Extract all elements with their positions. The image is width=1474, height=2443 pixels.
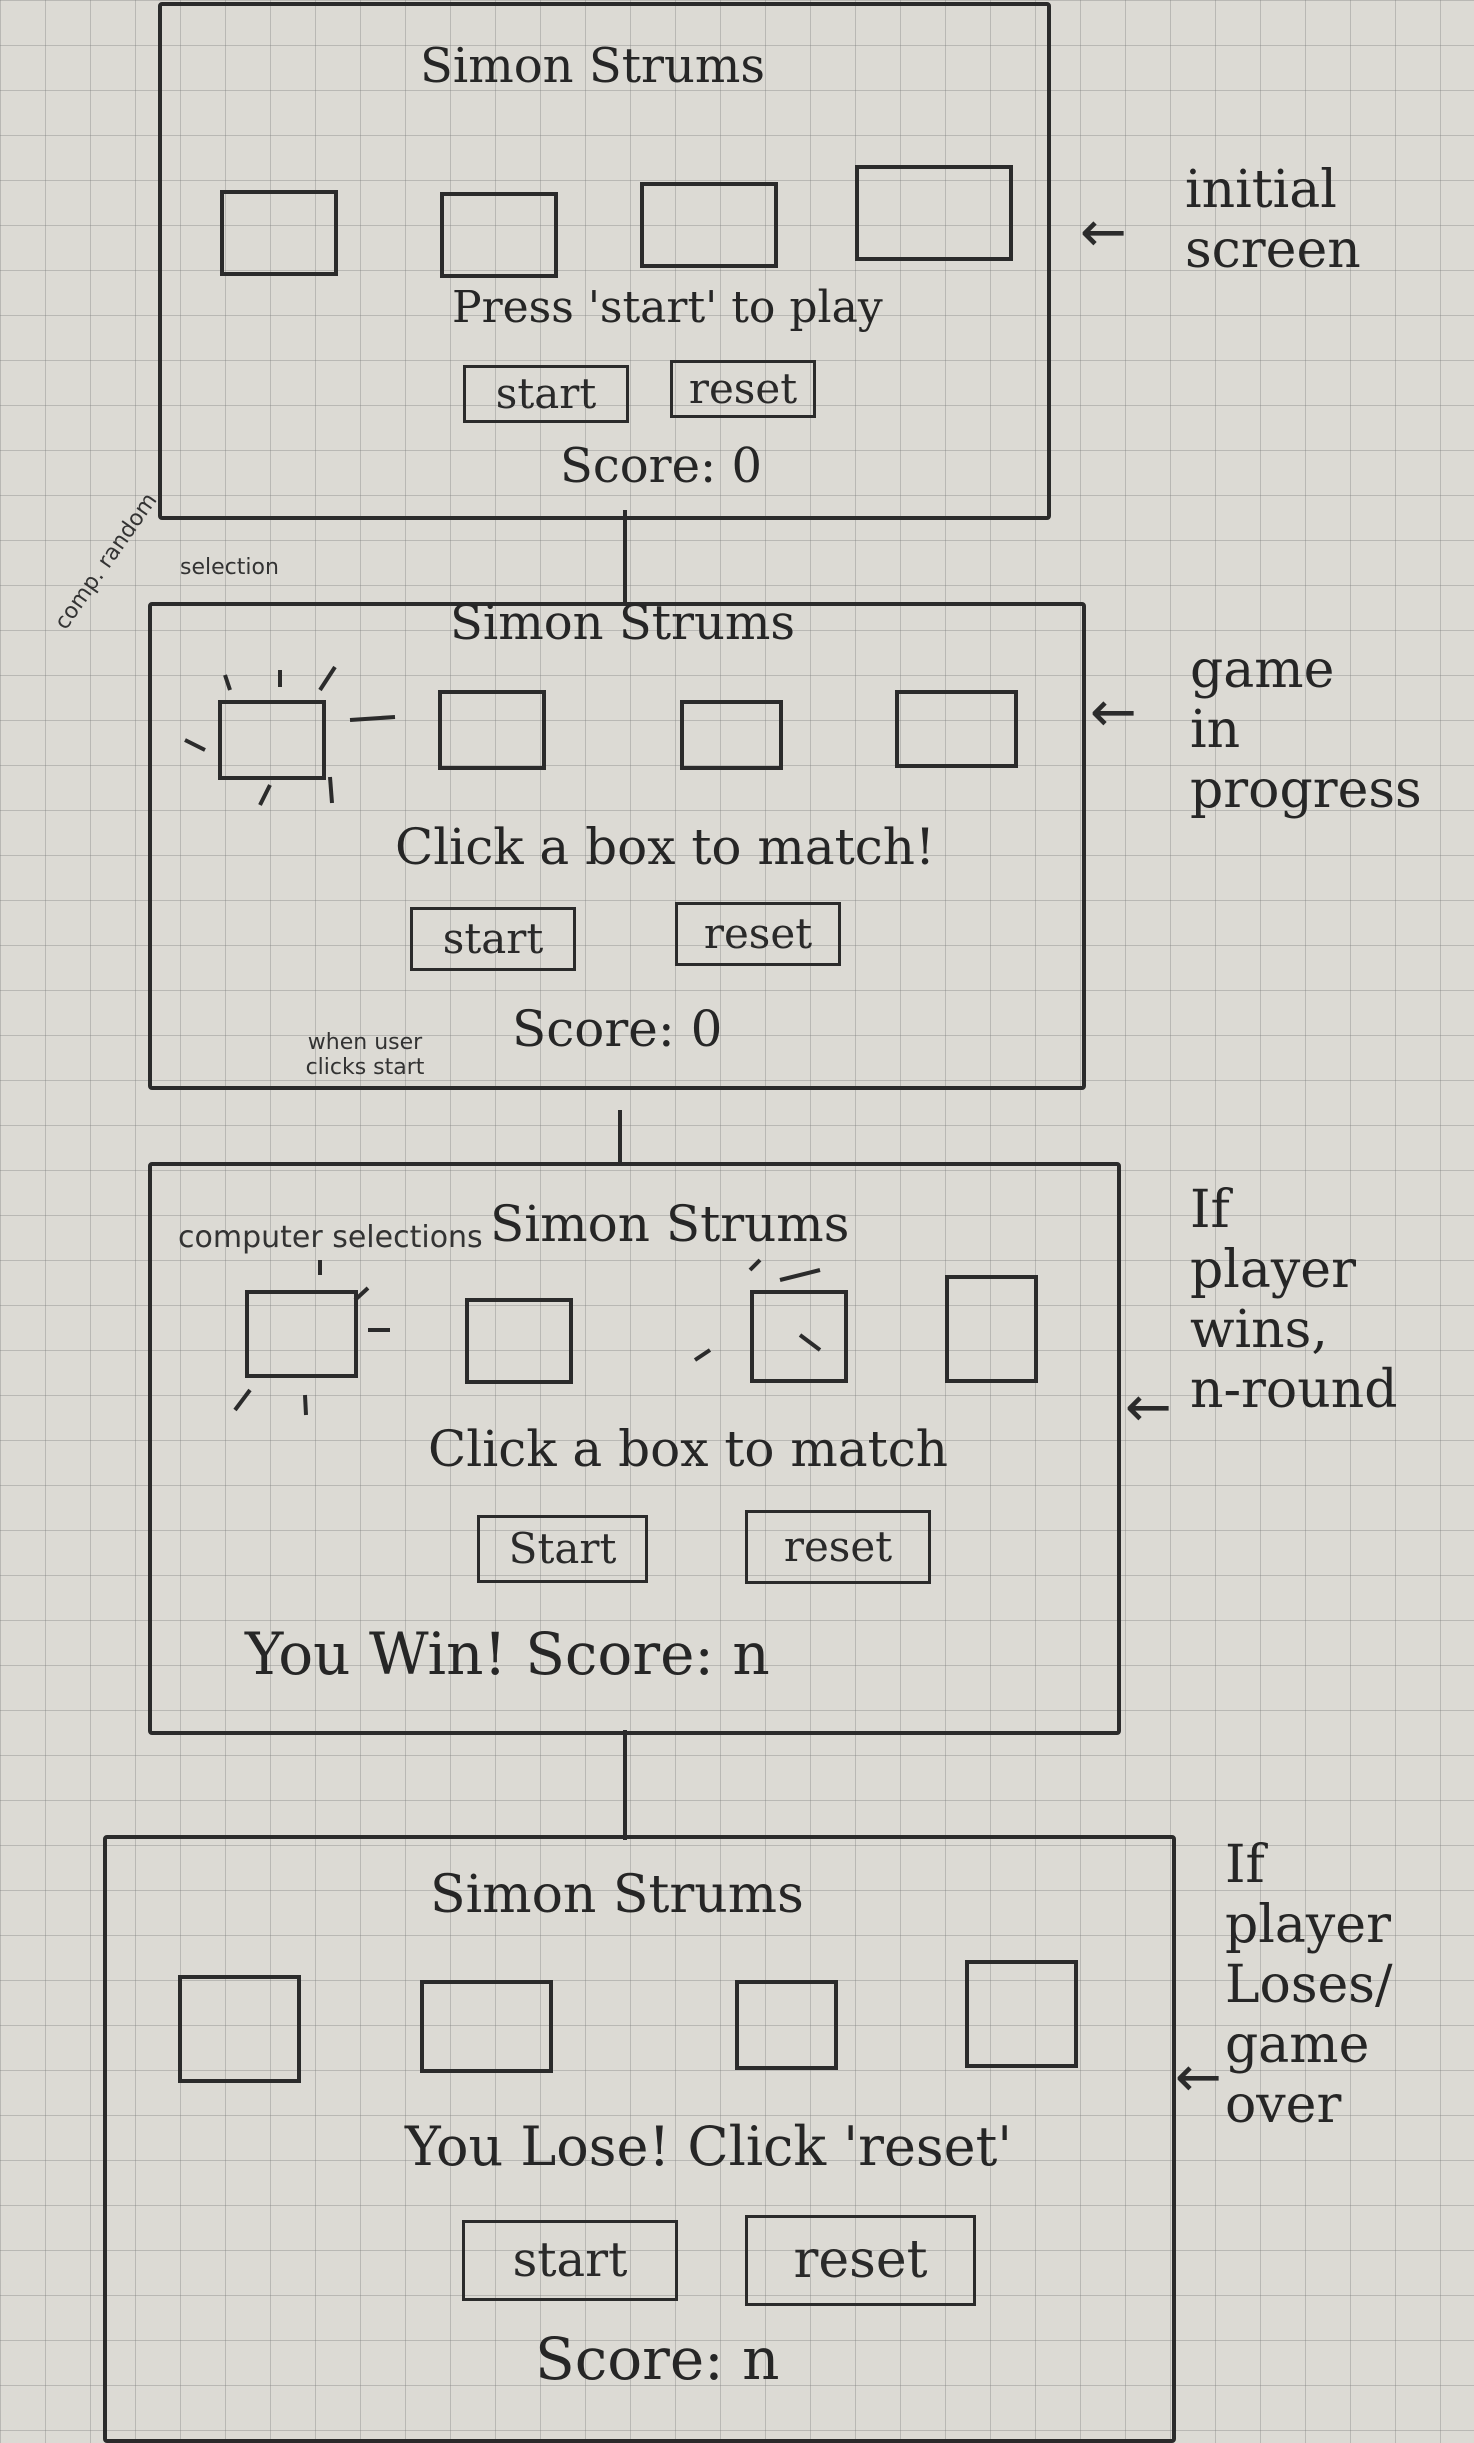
status-message: Click a box to match [428, 1420, 948, 1478]
annotation-when-user-clicks-start: when user clicks start [305, 1030, 425, 1080]
arrow-left-icon: ← [1175, 2045, 1222, 2110]
color-box-2[interactable] [465, 1298, 573, 1384]
color-box-1[interactable] [178, 1975, 301, 2083]
screen-label: game in progress [1190, 640, 1422, 820]
page-title: Simon Strums [490, 1195, 850, 1253]
color-box-1[interactable] [245, 1290, 358, 1378]
screen-label: initial screen [1185, 160, 1361, 280]
color-box-2[interactable] [420, 1980, 553, 2073]
reset-button[interactable]: reset [745, 1510, 931, 1584]
score-display: Score: n [535, 2325, 780, 2393]
color-box-2[interactable] [440, 192, 558, 278]
annotation-computer-selections: computer selections [178, 1220, 483, 1255]
reset-button[interactable]: reset [675, 902, 841, 966]
color-box-4[interactable] [945, 1275, 1038, 1383]
color-box-3[interactable] [735, 1980, 838, 2070]
start-button[interactable]: start [410, 907, 576, 971]
score-display: Score: 0 [512, 1000, 723, 1058]
arrow-left-icon: ← [1090, 680, 1137, 745]
color-box-3[interactable] [750, 1290, 848, 1383]
annotation-comp-random: comp. random [50, 488, 163, 635]
connector-3-4 [623, 1730, 627, 1840]
reset-button[interactable]: reset [745, 2215, 976, 2306]
arrow-left-icon: ← [1125, 1375, 1172, 1440]
highlight-rays-icon [184, 665, 396, 806]
color-box-3[interactable] [680, 700, 783, 770]
screen-initial [158, 2, 1051, 520]
color-box-4[interactable] [895, 690, 1018, 768]
score-display: You Win! Score: n [245, 1620, 770, 1688]
screen-player-wins [148, 1162, 1121, 1735]
reset-button[interactable]: reset [670, 360, 816, 418]
arrow-left-icon: ← [1080, 200, 1127, 265]
color-box-1[interactable] [220, 190, 338, 276]
page-title: Simon Strums [430, 1865, 804, 1925]
color-box-2[interactable] [438, 690, 546, 770]
page-title: Simon Strums [450, 595, 795, 651]
start-button[interactable]: start [462, 2220, 678, 2301]
connector-2-3 [618, 1110, 622, 1165]
start-button[interactable]: start [463, 365, 629, 423]
color-box-4[interactable] [965, 1960, 1078, 2068]
connector-1-2 [623, 510, 627, 605]
status-message: Press 'start' to play [452, 282, 883, 333]
screen-label: If player Loses/ game over [1225, 1835, 1393, 2135]
screen-label: If player wins, n-round [1190, 1180, 1398, 1420]
page-title: Simon Strums [420, 38, 765, 94]
start-button[interactable]: Start [477, 1515, 648, 1583]
score-display: Score: 0 [560, 438, 762, 494]
color-box-3[interactable] [640, 182, 778, 268]
status-message: Click a box to match! [395, 818, 936, 876]
color-box-4[interactable] [855, 165, 1013, 261]
annotation-selection: selection [180, 555, 279, 580]
status-message: You Lose! Click 'reset' [405, 2115, 1013, 2178]
screen-game-in-progress [148, 602, 1086, 1090]
color-box-1[interactable] [218, 700, 326, 780]
